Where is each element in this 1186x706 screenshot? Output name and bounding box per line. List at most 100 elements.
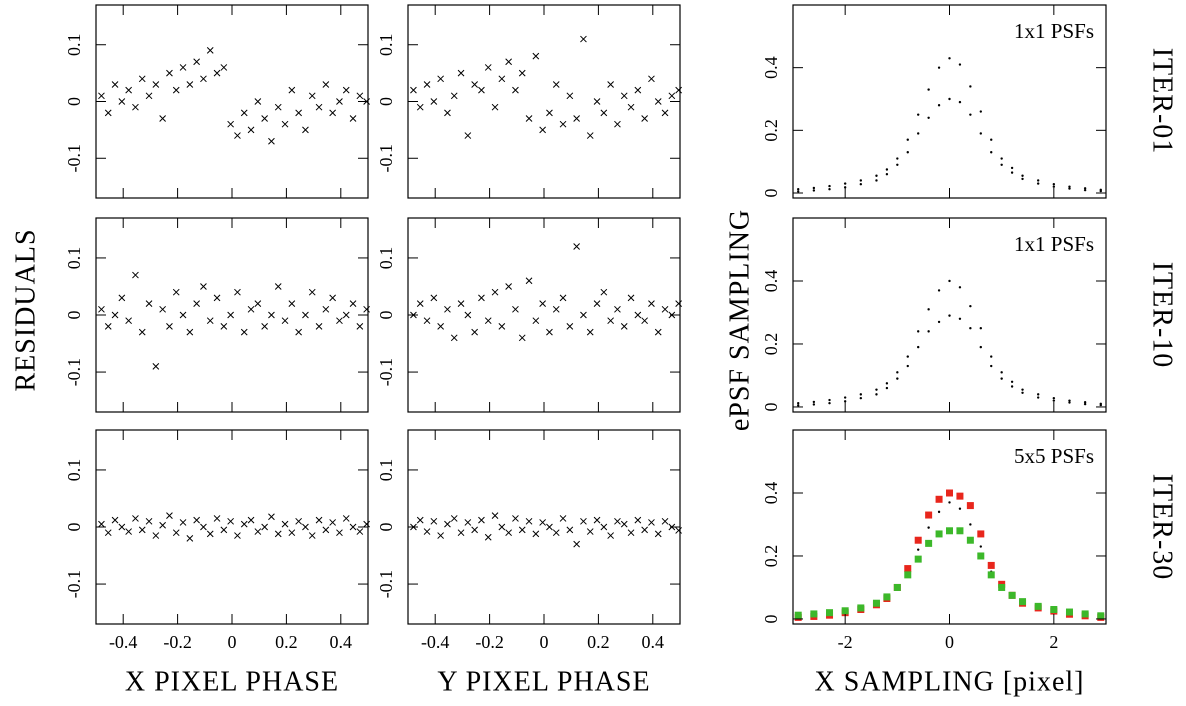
data-point (532, 317, 540, 325)
data-point (505, 529, 512, 537)
data-point (430, 294, 438, 302)
y-tick-label: 0.2 (761, 119, 781, 142)
data-point (125, 317, 132, 325)
data-point (437, 75, 444, 83)
data-point (675, 300, 682, 307)
data-point (220, 526, 228, 534)
data-point (956, 492, 964, 500)
y-tick-label: 0 (376, 97, 396, 106)
data-point (573, 115, 580, 122)
data-point (118, 294, 126, 302)
data-point (885, 172, 889, 176)
data-point (308, 532, 316, 539)
data-point (450, 92, 458, 100)
data-point (268, 513, 275, 521)
y-tick-label: 0.1 (376, 247, 396, 270)
y-tick-label: 0.1 (376, 33, 396, 56)
data-point (484, 64, 492, 71)
data-point (302, 523, 309, 531)
data-point (193, 58, 200, 66)
data-point (478, 294, 485, 302)
y-tick-label: 0 (376, 523, 396, 532)
data-point (193, 516, 200, 524)
data-point (329, 294, 336, 302)
data-point (573, 243, 580, 250)
data-point (620, 323, 628, 330)
data-point (948, 97, 951, 101)
data-point (896, 157, 899, 160)
data-point (457, 529, 465, 537)
data-point (193, 300, 200, 307)
data-point (118, 98, 126, 105)
data-point (416, 516, 424, 524)
y-tick-label: -0.1 (64, 358, 84, 387)
data-point (539, 300, 546, 307)
data-point (159, 305, 166, 313)
y-tick-label: 0 (64, 311, 84, 320)
data-point (295, 328, 302, 336)
data-point (969, 113, 972, 116)
data-point (491, 512, 499, 519)
data-point (935, 530, 943, 538)
data-point (906, 138, 909, 141)
data-point (172, 288, 180, 296)
data-point (1068, 399, 1071, 402)
data-point (288, 86, 296, 94)
data-point (566, 323, 574, 330)
data-point (138, 75, 146, 83)
data-point (593, 98, 601, 105)
y-tick-label: 0 (761, 402, 781, 411)
data-point (559, 120, 567, 128)
data-point (917, 548, 920, 551)
data-point (1036, 396, 1040, 399)
y-tick-label: 0.2 (761, 333, 781, 356)
data-point (634, 86, 642, 94)
data-point (634, 311, 642, 319)
data-point (580, 517, 587, 525)
data-point (883, 593, 891, 601)
data-point (220, 64, 228, 71)
data-point (234, 132, 241, 139)
data-point (896, 371, 899, 374)
data-point (498, 323, 506, 330)
data-point (349, 300, 357, 307)
data-point (580, 311, 587, 319)
data-point (1010, 171, 1014, 174)
y-tick-label: 0 (761, 614, 781, 623)
x-tick-label: -0.4 (421, 632, 450, 652)
data-point (329, 109, 336, 117)
data-point (322, 81, 330, 88)
data-point (104, 109, 112, 117)
data-point (797, 190, 800, 193)
data-point (410, 86, 417, 94)
data-point (240, 109, 248, 117)
y-axis-title: ePSF SAMPLING (724, 209, 755, 431)
data-point (336, 529, 343, 537)
x-tick-label: -0.4 (109, 632, 138, 652)
data-point (917, 330, 920, 333)
data-point (213, 515, 221, 522)
data-point (607, 81, 614, 88)
row-label: ITER-30 (1147, 474, 1178, 581)
plot-frame (95, 4, 369, 199)
panel-annotation: 1x1 PSFs (1014, 232, 1094, 256)
data-point (315, 323, 323, 330)
data-point (627, 529, 635, 537)
data-point (812, 189, 816, 192)
data-point (1083, 188, 1087, 192)
data-point (484, 317, 492, 325)
data-point (512, 515, 519, 522)
plot-frame (407, 217, 681, 413)
data-point (111, 516, 119, 524)
data-point (648, 519, 655, 526)
data-point (937, 510, 941, 514)
data-point (471, 81, 478, 88)
data-point (1019, 598, 1027, 606)
data-point (220, 323, 228, 330)
plot-frame (95, 217, 369, 413)
x-tick-label: 0.2 (275, 632, 298, 652)
data-point (349, 523, 357, 531)
data-point (1010, 380, 1014, 383)
y-tick-label: 0.4 (761, 270, 781, 293)
